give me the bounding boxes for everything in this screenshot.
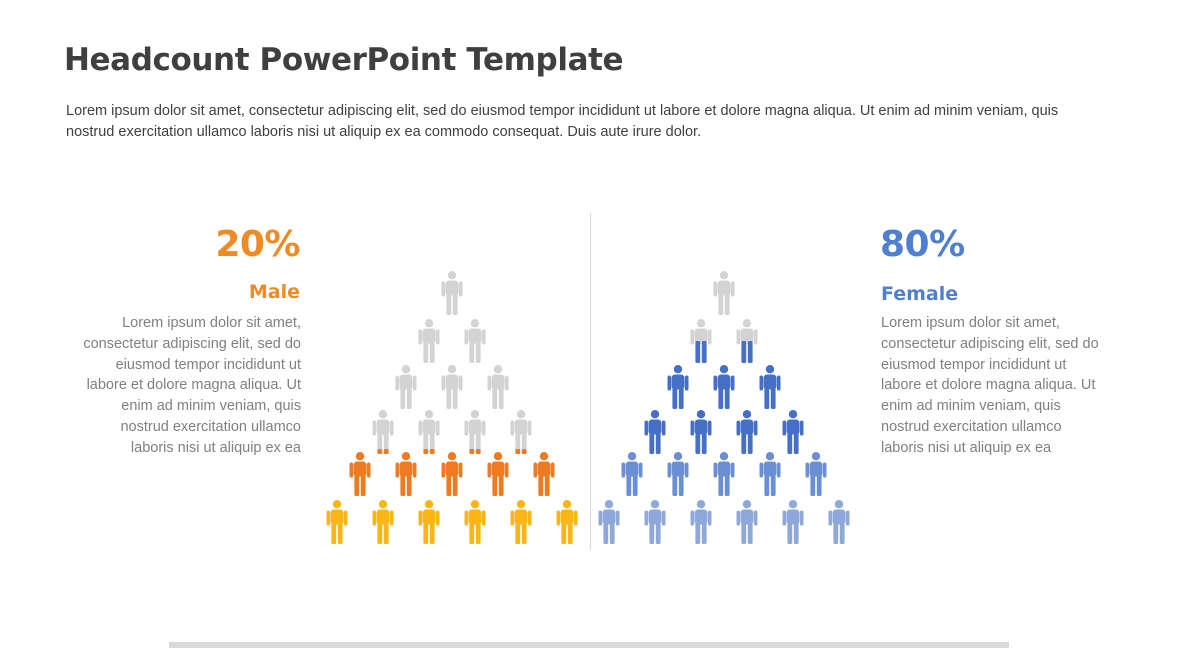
page-description: Lorem ipsum dolor sit amet, consectetur …: [66, 103, 1059, 140]
female-person-icon: [667, 452, 689, 496]
female-person-icon: [713, 365, 735, 409]
male-person-icon: [464, 500, 486, 544]
male-person-icon: [372, 500, 394, 544]
female-person-icon: [736, 410, 758, 454]
female-person-icon: [644, 500, 666, 544]
female-person-icon: [690, 410, 712, 454]
male-person-icon: [418, 500, 440, 544]
female-person-icon: [713, 271, 735, 315]
male-percent: 20%: [215, 224, 300, 265]
male-person-icon: [487, 452, 509, 496]
female-person-icon: [667, 365, 689, 409]
female-person-icon: [759, 452, 781, 496]
male-person-icon: [441, 452, 463, 496]
female-person-icon: [828, 500, 850, 544]
female-description: Lorem ipsum dolor sit amet, consectetur …: [881, 315, 1099, 456]
male-person-icon: [395, 365, 417, 409]
male-person-icon: [349, 452, 371, 496]
male-person-icon: [487, 365, 509, 409]
male-person-icon: [533, 452, 555, 496]
male-person-icon: [418, 410, 440, 454]
male-person-icon: [372, 410, 394, 454]
male-person-icon: [326, 500, 348, 544]
male-person-icon: [556, 500, 578, 544]
page-title: Headcount PowerPoint Template: [64, 42, 624, 78]
female-person-icon: [736, 500, 758, 544]
female-person-icon: [621, 452, 643, 496]
male-person-icon: [464, 319, 486, 363]
female-person-icon: [782, 410, 804, 454]
bottom-bar: [169, 642, 1009, 648]
female-person-icon: [598, 500, 620, 544]
male-description: Lorem ipsum dolor sit amet, consectetur …: [83, 315, 301, 456]
male-person-icon: [510, 410, 532, 454]
female-person-icon: [805, 452, 827, 496]
male-person-icon: [395, 452, 417, 496]
female-label: Female: [881, 283, 959, 305]
female-person-icon: [736, 319, 758, 363]
male-person-icon: [418, 319, 440, 363]
female-person-icon: [713, 452, 735, 496]
male-label: Male: [248, 281, 300, 303]
male-person-icon: [441, 271, 463, 315]
female-person-icon: [782, 500, 804, 544]
female-person-icon: [759, 365, 781, 409]
female-person-icon: [690, 500, 712, 544]
female-person-icon: [690, 319, 712, 363]
male-person-icon: [441, 365, 463, 409]
female-percent: 80%: [880, 224, 965, 265]
male-person-icon: [510, 500, 532, 544]
male-person-icon: [464, 410, 486, 454]
female-person-icon: [644, 410, 666, 454]
center-divider: [590, 213, 591, 550]
